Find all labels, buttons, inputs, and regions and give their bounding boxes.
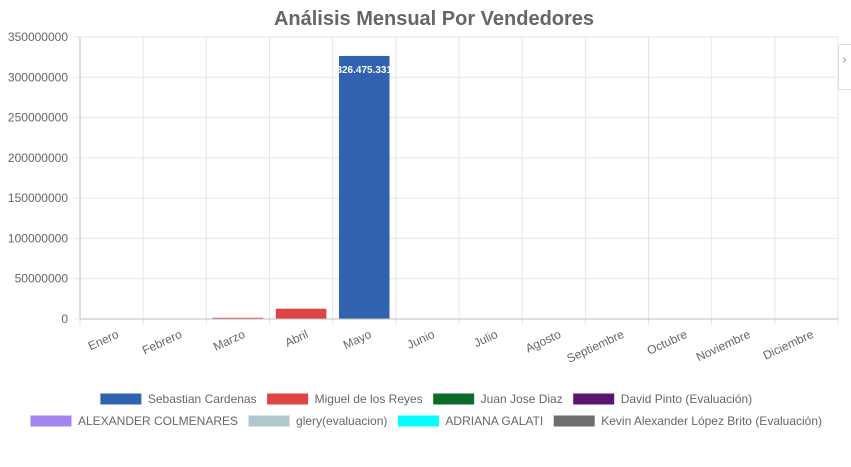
y-tick-label: 350000000	[8, 30, 68, 44]
legend-label: Juan Jose Diaz	[481, 392, 563, 406]
x-tick-label: Junio	[405, 327, 437, 352]
legend-label: ADRIANA GALATI	[445, 414, 543, 428]
y-tick-label: 200000000	[8, 151, 68, 165]
legend-label: David Pinto (Evaluación)	[621, 392, 752, 406]
legend-item[interactable]: ADRIANA GALATI	[396, 414, 543, 428]
y-tick-label: 50000000	[15, 272, 69, 286]
x-tick-label: Enero	[86, 327, 121, 353]
legend-swatch	[432, 392, 476, 406]
legend-swatch	[247, 414, 291, 428]
legend-label: Sebastian Cardenas	[148, 392, 257, 406]
chevron-right-icon: ›	[842, 53, 848, 68]
y-tick-label: 150000000	[8, 191, 68, 205]
bar[interactable]	[338, 55, 390, 319]
x-axis-tick-labels: Enero Febrero Marzo Abril Mayo Junio Julio Agos…	[86, 327, 816, 366]
x-tick-label: Diciembre	[761, 327, 816, 363]
x-tick-label: Septiembre	[565, 327, 627, 366]
legend-label: Miguel de los Reyes	[315, 392, 423, 406]
x-tick-label: Julio	[472, 327, 501, 350]
legend-swatch	[99, 392, 143, 406]
x-tick-label: Mayo	[341, 327, 374, 352]
x-tick-label: Agosto	[523, 327, 563, 356]
y-tick-label: 300000000	[8, 70, 68, 84]
legend-item[interactable]: Kevin Alexander López Brito (Evaluación)	[552, 414, 822, 428]
x-tick-label: Noviembre	[694, 327, 753, 364]
chart-title: Análisis Mensual Por Vendedores	[274, 8, 594, 30]
legend-item[interactable]: David Pinto (Evaluación)	[572, 392, 752, 406]
legend-swatch	[266, 392, 310, 406]
x-tick-label: Marzo	[211, 327, 247, 354]
legend-label: Kevin Alexander López Brito (Evaluación)	[601, 414, 822, 428]
legend-label: ALEXANDER COLMENARES	[78, 414, 238, 428]
y-axis-tick-labels: 0 50000000 100000000 150000000 200000000 2500…	[8, 30, 68, 326]
legend-swatch	[572, 392, 616, 406]
legend-swatch	[396, 414, 440, 428]
x-tick-label: Abril	[283, 327, 311, 350]
bar[interactable]	[275, 308, 327, 319]
data-label: 326.475.331	[336, 65, 392, 76]
bar[interactable]	[212, 317, 264, 319]
y-tick-label: 0	[61, 312, 68, 326]
y-tick-label: 250000000	[8, 111, 68, 125]
legend-item[interactable]: ALEXANDER COLMENARES	[29, 414, 238, 428]
bars	[212, 55, 390, 319]
legend-item[interactable]: Miguel de los Reyes	[266, 392, 423, 406]
legend-label: glery(evaluacion)	[296, 414, 387, 428]
x-tick-label: Octubre	[645, 327, 690, 358]
legend-swatch	[552, 414, 596, 428]
legend-item[interactable]: Juan Jose Diaz	[432, 392, 563, 406]
legend-item[interactable]: glery(evaluacion)	[247, 414, 387, 428]
axes	[79, 37, 838, 320]
data-labels: 326.475.331	[336, 65, 392, 76]
grid-lines	[74, 36, 839, 325]
legend-item[interactable]: Sebastian Cardenas	[99, 392, 257, 406]
legend: Sebastian Cardenas Miguel de los Reyes Jua…	[29, 392, 822, 428]
y-tick-label: 100000000	[8, 231, 68, 245]
side-panel-toggle[interactable]: ›	[838, 44, 851, 90]
legend-swatch	[29, 414, 73, 428]
x-tick-label: Febrero	[140, 327, 184, 358]
